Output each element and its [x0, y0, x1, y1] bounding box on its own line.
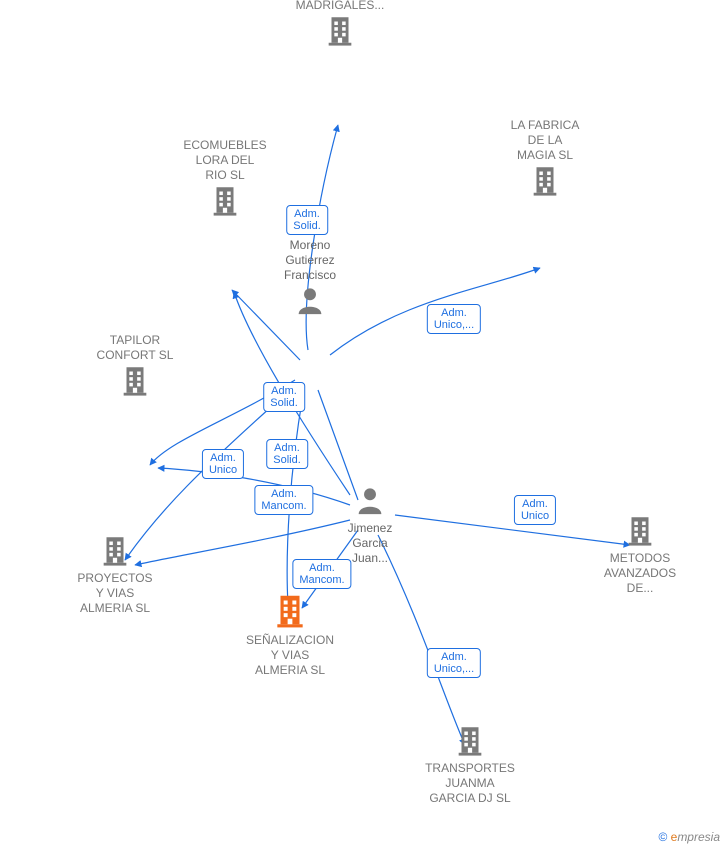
node-moreno[interactable]: Moreno Gutierrez Francisco: [250, 238, 370, 321]
node-metodos[interactable]: METODOS AVANZADOS DE...: [580, 513, 700, 596]
building-icon: [528, 163, 562, 197]
node-jimenez[interactable]: Jimenez Garcia Juan...: [310, 483, 430, 566]
edge-label[interactable]: Adm.Mancom.: [254, 485, 313, 515]
edge-jimenez-transportes: [378, 535, 465, 745]
edge-label[interactable]: Adm.Solid.: [263, 382, 305, 412]
node-label: LA FABRICA DE LA MAGIA SL: [485, 118, 605, 163]
node-tapilor[interactable]: TAPILOR CONFORT SL: [75, 333, 195, 401]
node-label: TAPILOR CONFORT SL: [75, 333, 195, 363]
building-icon: [98, 533, 132, 567]
edge-label[interactable]: Adm.Unico,...: [427, 648, 481, 678]
node-label: METODOS AVANZADOS DE...: [580, 551, 700, 596]
node-label: SEÑALIZACION Y VIAS ALMERIA SL: [230, 633, 350, 678]
person-icon: [293, 283, 327, 317]
copyright-symbol: ©: [658, 830, 667, 844]
person-icon: [353, 483, 387, 517]
node-label: ECOMUEBLES LORA DEL RIO SL: [165, 138, 285, 183]
building-icon: [453, 723, 487, 757]
building-icon: [271, 591, 309, 629]
edge-label[interactable]: Adm.Unico: [514, 495, 556, 525]
edge-label[interactable]: Adm.Solid.: [286, 205, 328, 235]
edge-label[interactable]: Adm.Mancom.: [292, 559, 351, 589]
node-label: Moreno Gutierrez Francisco: [250, 238, 370, 283]
copyright: © empresia: [658, 830, 720, 844]
edge-label[interactable]: Adm.Unico,...: [427, 304, 481, 334]
node-senaliz[interactable]: SEÑALIZACION Y VIAS ALMERIA SL: [230, 591, 350, 678]
brand: empresia: [671, 830, 720, 844]
node-ecomuebles[interactable]: ECOMUEBLES LORA DEL RIO SL: [165, 138, 285, 221]
node-label: PROYECTOS Y VIAS ALMERIA SL: [55, 571, 175, 616]
node-label: TALLERES MORENO Y MADRIGALES...: [280, 0, 400, 13]
edges-layer: [0, 0, 728, 850]
building-icon: [623, 513, 657, 547]
edge-label[interactable]: Adm.Unico: [202, 449, 244, 479]
node-lafabrica[interactable]: LA FABRICA DE LA MAGIA SL: [485, 118, 605, 201]
node-talleres[interactable]: TALLERES MORENO Y MADRIGALES...: [280, 0, 400, 51]
diagram-canvas: { "diagram": { "type": "network", "canva…: [0, 0, 728, 850]
node-proyectos[interactable]: PROYECTOS Y VIAS ALMERIA SL: [55, 533, 175, 616]
node-label: TRANSPORTES JUANMA GARCIA DJ SL: [410, 761, 530, 806]
node-transportes[interactable]: TRANSPORTES JUANMA GARCIA DJ SL: [410, 723, 530, 806]
building-icon: [118, 363, 152, 397]
edge-label[interactable]: Adm.Solid.: [266, 439, 308, 469]
building-icon: [208, 183, 242, 217]
building-icon: [323, 13, 357, 47]
